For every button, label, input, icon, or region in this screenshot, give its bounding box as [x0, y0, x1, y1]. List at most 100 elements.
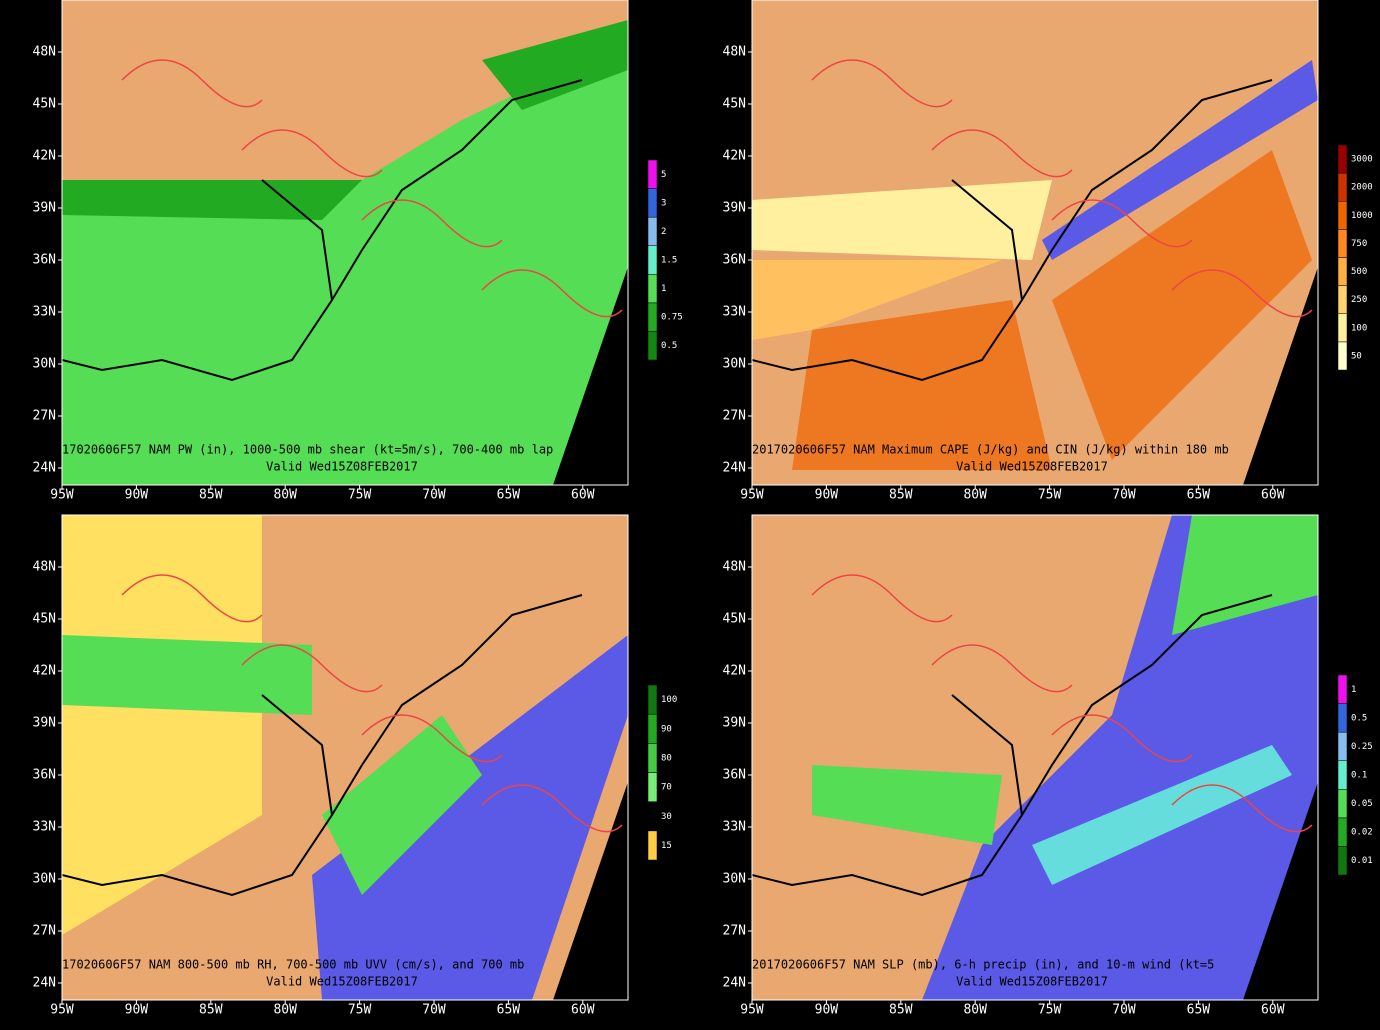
field-region — [62, 180, 362, 220]
colorbar-swatch — [1337, 846, 1348, 876]
colorbar-swatch — [1337, 144, 1348, 174]
lat-label: 30N — [723, 357, 746, 372]
lat-label: 42N — [33, 149, 56, 164]
lat-label: 39N — [723, 716, 746, 731]
colorbar-label: 0.1 — [1351, 771, 1367, 781]
field-region — [322, 715, 482, 895]
out-of-domain — [1243, 0, 1318, 485]
contour — [361, 199, 503, 248]
lat-label: 24N — [723, 461, 746, 476]
lat-label: 27N — [33, 409, 56, 424]
lat-label: 36N — [723, 253, 746, 268]
colorbar-label: 90 — [661, 724, 672, 734]
field-region — [62, 0, 628, 185]
lon-label: 95W — [50, 1003, 74, 1018]
colorbar-swatch — [647, 713, 658, 744]
contour — [481, 784, 623, 833]
lon-label: 80W — [273, 488, 297, 503]
field-region — [752, 260, 1002, 340]
colorbar-swatch — [1337, 257, 1348, 286]
colorbar-swatch — [1337, 789, 1348, 819]
lon-label: 70W — [1112, 488, 1136, 503]
contour — [241, 644, 383, 693]
colorbar-swatch — [647, 801, 658, 832]
colorbar-label: 0.5 — [1351, 713, 1367, 723]
lon-label: 60W — [571, 1003, 595, 1018]
colorbar-label: 0.25 — [1351, 742, 1373, 752]
colorbar-swatch — [1337, 817, 1348, 847]
lat-label: 42N — [723, 664, 746, 679]
contour — [121, 59, 263, 108]
out-of-domain — [553, 0, 628, 485]
colorbar-swatch — [647, 302, 658, 332]
coastline — [752, 694, 1024, 897]
colorbar-swatch — [647, 331, 658, 361]
contour — [241, 129, 383, 178]
colorbar-label: 0.02 — [1351, 828, 1373, 838]
lat-label: 42N — [723, 149, 746, 164]
colorbar-label: 2 — [661, 227, 666, 237]
field-region — [752, 515, 1172, 1000]
colorbar-swatch — [1337, 703, 1348, 733]
map-panel: 48N 45N 42N 39N 36N 33N 30N 27N 24N 95W 90W 85W 80W 7… — [33, 0, 629, 503]
lat-label: 33N — [33, 305, 56, 320]
coastline — [331, 79, 583, 301]
colorbar-label: 1 — [661, 284, 666, 294]
lat-label: 48N — [33, 45, 56, 60]
colorbar-label: 100 — [661, 695, 677, 705]
colorbar-label: 1.5 — [661, 256, 677, 266]
colorbar-swatch — [647, 743, 658, 773]
field-region — [1052, 150, 1312, 460]
coastline — [1021, 79, 1273, 301]
contour — [121, 574, 263, 623]
lon-label: 80W — [963, 488, 987, 503]
lat-label: 48N — [723, 560, 746, 575]
colorbar-swatch — [1337, 674, 1348, 704]
lon-label: 85W — [889, 1003, 913, 1018]
map-panel: 48N 45N 42N 39N 36N 33N 30N 27N 24N 95W 90W 85W 80W 7… — [723, 514, 1319, 1018]
colorbar-swatch — [647, 772, 658, 802]
field-region — [792, 300, 1052, 470]
coastline — [331, 594, 583, 816]
panel-caption: Valid Wed15Z08FEB2017 — [266, 460, 418, 474]
lat-label: 33N — [33, 820, 56, 835]
contour — [931, 644, 1073, 693]
lat-label: 48N — [33, 560, 56, 575]
field-region — [1172, 515, 1318, 635]
lon-label: 75W — [1038, 488, 1062, 503]
colorbar-label: 750 — [1351, 239, 1367, 249]
colorbar-swatch — [1337, 229, 1348, 258]
colorbar-label: 1000 — [1351, 211, 1373, 221]
colorbar-label: 2000 — [1351, 183, 1373, 193]
lon-label: 90W — [125, 1003, 149, 1018]
colorbar-label: 0.5 — [661, 341, 677, 351]
coastline — [1021, 594, 1273, 816]
colorbar-swatch — [647, 684, 658, 715]
lon-label: 85W — [199, 1003, 223, 1018]
lon-label: 85W — [199, 488, 223, 503]
colorbar-label: 0.05 — [1351, 799, 1373, 809]
colorbar-swatch — [1337, 760, 1348, 790]
contour — [1171, 784, 1313, 833]
map-border — [61, 514, 629, 1001]
lon-label: 90W — [125, 488, 149, 503]
field-region — [62, 515, 262, 935]
lon-label: 65W — [497, 1003, 521, 1018]
field-region — [482, 20, 628, 110]
colorbar-label: 1 — [1351, 685, 1356, 695]
colorbar-label: 500 — [1351, 267, 1367, 277]
lat-label: 24N — [33, 461, 56, 476]
lon-label: 65W — [1187, 488, 1211, 503]
map-area — [752, 0, 1318, 485]
map-area — [62, 515, 628, 1000]
coastline — [752, 179, 1024, 382]
lon-label: 95W — [740, 1003, 764, 1018]
colorbar-label: 80 — [661, 753, 672, 763]
lat-label: 36N — [33, 768, 56, 783]
colorbar-swatch — [647, 159, 658, 189]
colorbar-swatch — [647, 216, 658, 246]
lat-label: 39N — [33, 201, 56, 216]
field-region — [812, 765, 1002, 845]
lat-label: 27N — [723, 409, 746, 424]
